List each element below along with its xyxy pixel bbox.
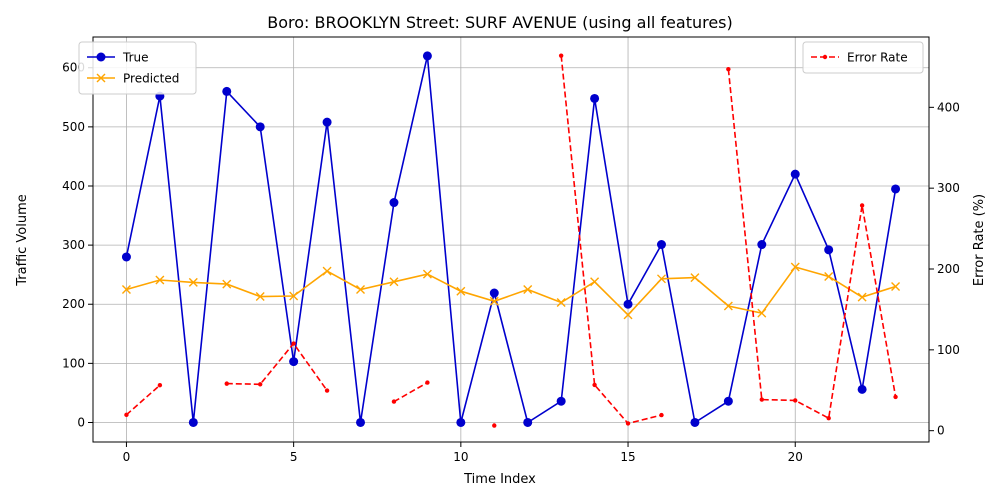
data-point-predicted (524, 285, 532, 293)
data-point-true (824, 245, 833, 254)
legend-right: Error Rate (803, 42, 923, 73)
data-point-predicted (892, 283, 900, 291)
data-point-error-rate (158, 383, 162, 387)
data-point-true (557, 397, 566, 406)
data-point-true (189, 418, 198, 427)
y2-axis: 0 100 200 300 400 (929, 100, 960, 437)
data-point-true (858, 385, 867, 394)
y2-tick-label: 100 (937, 343, 960, 357)
y-tick-label: 0 (77, 415, 85, 429)
data-point-true (724, 397, 733, 406)
data-point-error-rate (760, 397, 764, 401)
legend-marker-error-rate (823, 55, 827, 59)
data-point-true (490, 289, 499, 298)
data-point-true (690, 418, 699, 427)
data-point-error-rate (124, 413, 128, 417)
y2-axis-label: Error Rate (%) (972, 194, 987, 286)
data-point-error-rate (492, 423, 496, 427)
series-line-error-rate (126, 385, 159, 415)
series-true (122, 51, 900, 427)
chart-title: Boro: BROOKLYN Street: SURF AVENUE (usin… (267, 13, 733, 32)
y2-tick-label: 200 (937, 262, 960, 276)
series-line-error-rate (394, 383, 427, 402)
data-point-true (323, 118, 332, 127)
series-line-predicted (126, 267, 895, 315)
data-point-true (891, 184, 900, 193)
data-point-true (389, 198, 398, 207)
data-point-true (222, 87, 231, 96)
x-tick-label: 20 (788, 450, 803, 464)
legend-label-true: True (122, 51, 149, 65)
data-point-true (757, 240, 766, 249)
data-point-error-rate (592, 383, 596, 387)
y-tick-label: 100 (62, 356, 85, 370)
x-axis-label: Time Index (463, 472, 536, 487)
series-error-rate (124, 53, 898, 427)
data-point-predicted (323, 267, 331, 275)
data-point-error-rate (559, 53, 563, 57)
legend-label-error-rate: Error Rate (847, 51, 908, 65)
data-point-error-rate (626, 421, 630, 425)
data-point-true (256, 122, 265, 131)
data-point-true (624, 300, 633, 309)
y-tick-label: 500 (62, 120, 85, 134)
data-point-error-rate (893, 395, 897, 399)
data-point-error-rate (659, 413, 663, 417)
x-tick-label: 5 (290, 450, 298, 464)
series-predicted (122, 263, 899, 319)
data-point-error-rate (291, 341, 295, 345)
data-point-error-rate (392, 399, 396, 403)
data-point-true (657, 240, 666, 249)
data-point-error-rate (425, 380, 429, 384)
plot-frame (93, 37, 929, 442)
x-axis: 0 5 10 15 20 (123, 442, 803, 464)
y2-tick-label: 300 (937, 181, 960, 195)
y-tick-label: 200 (62, 297, 85, 311)
x-tick-label: 0 (123, 450, 131, 464)
data-point-true (456, 418, 465, 427)
grid-lines (93, 37, 929, 442)
data-point-predicted (591, 278, 599, 286)
series-layer (122, 51, 900, 427)
data-point-predicted (557, 298, 565, 306)
data-point-true (590, 94, 599, 103)
data-point-true (523, 418, 532, 427)
y-axis-label: Traffic Volume (15, 194, 30, 287)
data-point-error-rate (860, 203, 864, 207)
x-tick-label: 10 (453, 450, 468, 464)
data-point-error-rate (225, 381, 229, 385)
series-line-true (126, 56, 895, 423)
data-point-error-rate (826, 416, 830, 420)
series-line-error-rate (227, 344, 327, 391)
y-tick-label: 300 (62, 238, 85, 252)
data-point-true (423, 51, 432, 60)
data-point-error-rate (258, 382, 262, 386)
legend-marker-true (97, 53, 106, 62)
data-point-true (791, 170, 800, 179)
y2-tick-label: 400 (937, 100, 960, 114)
y-tick-label: 400 (62, 179, 85, 193)
data-point-true (356, 418, 365, 427)
legend-left: True Predicted (79, 42, 196, 94)
data-point-error-rate (325, 388, 329, 392)
data-point-error-rate (793, 398, 797, 402)
series-line-error-rate (728, 69, 895, 418)
legend-label-predicted: Predicted (123, 72, 179, 86)
data-point-true (289, 357, 298, 366)
data-point-predicted (858, 293, 866, 301)
y2-tick-label: 0 (937, 424, 945, 438)
data-point-error-rate (726, 67, 730, 71)
series-line-error-rate (561, 56, 661, 424)
x-tick-label: 15 (620, 450, 635, 464)
data-point-true (122, 252, 131, 261)
